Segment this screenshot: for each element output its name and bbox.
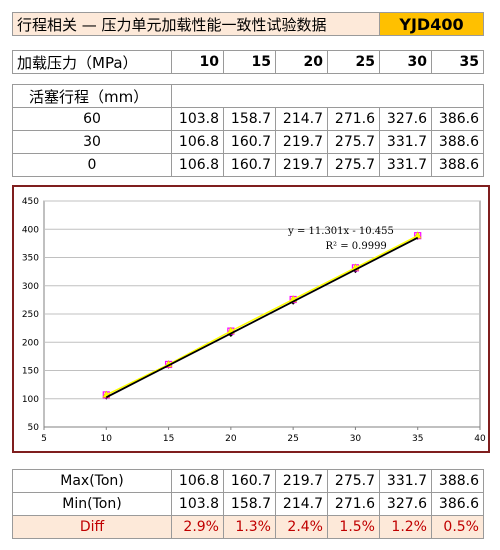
table-cell: 1.3%	[223, 515, 276, 539]
table-cell: 386.6	[431, 107, 484, 131]
table-cell: 106.8	[171, 469, 224, 493]
table-cell: 1.5%	[327, 515, 380, 539]
title-row: 行程相关 — 压力单元加载性能一致性试验数据 YJD400	[12, 12, 484, 36]
pressure-label: 加载压力（MPa）	[12, 50, 172, 74]
stroke-header-row: 活塞行程（mm）	[12, 84, 484, 108]
table-cell: 103.8	[171, 107, 224, 131]
table-cell: 2.9%	[171, 515, 224, 539]
x-tick-label: 20	[225, 434, 237, 444]
table-row: 60 103.8 158.7 214.7 271.6 327.6 386.6	[12, 107, 484, 131]
table-cell: 331.7	[379, 153, 432, 177]
table-cell: 219.7	[275, 469, 328, 493]
table-cell: 1.2%	[379, 515, 432, 539]
table-row: 30 106.8 160.7 219.7 275.7 331.7 388.6	[12, 130, 484, 154]
table-cell: 2.4%	[275, 515, 328, 539]
pressure-value: 25	[327, 50, 380, 74]
table-cell: 160.7	[223, 469, 276, 493]
table-row: Min(Ton) 103.8 158.7 214.7 271.6 327.6 3…	[12, 492, 484, 516]
table-cell: 219.7	[275, 130, 328, 154]
table-cell: 271.6	[327, 107, 380, 131]
y-tick-label: 50	[28, 423, 40, 433]
table-cell: 275.7	[327, 469, 380, 493]
pressure-value: 10	[171, 50, 224, 74]
table-cell: 386.6	[431, 492, 484, 516]
x-tick-label: 30	[350, 434, 362, 444]
table-cell: 275.7	[327, 153, 380, 177]
table-cell: 331.7	[379, 130, 432, 154]
y-tick-label: 150	[22, 367, 39, 377]
table-cell: 275.7	[327, 130, 380, 154]
summary-table: Max(Ton) 106.8 160.7 219.7 275.7 331.7 3…	[12, 469, 484, 539]
stroke-header: 活塞行程（mm）	[12, 84, 172, 108]
table-cell: 214.7	[275, 492, 328, 516]
x-tick-label: 15	[163, 434, 174, 444]
y-tick-label: 400	[22, 225, 39, 235]
table-cell: 214.7	[275, 107, 328, 131]
table-cell: 103.8	[171, 492, 224, 516]
table-cell: 388.6	[431, 469, 484, 493]
x-tick-label: 25	[287, 434, 298, 444]
table-cell: 327.6	[379, 492, 432, 516]
max-label: Max(Ton)	[12, 469, 172, 493]
table-cell: 106.8	[171, 130, 224, 154]
chart-panel: 50 100 150 200 250 300 350 400 450 5 10 15 20 25 30 35 4…	[12, 185, 490, 453]
pressure-value: 30	[379, 50, 432, 74]
stroke-table: 活塞行程（mm） 60 103.8 158.7 214.7 271.6 327.…	[12, 84, 484, 177]
table-cell: 331.7	[379, 469, 432, 493]
pressure-row: 加载压力（MPa） 10 15 20 25 30 35	[12, 50, 484, 74]
trendline-equation: y = 11.301x - 10.455	[287, 226, 394, 237]
table-cell: 158.7	[223, 492, 276, 516]
table-row: Max(Ton) 106.8 160.7 219.7 275.7 331.7 3…	[12, 469, 484, 493]
x-tick-label: 35	[412, 434, 423, 444]
table-cell: 388.6	[431, 153, 484, 177]
x-tick-label: 5	[41, 434, 47, 444]
stroke-label: 0	[12, 153, 172, 177]
stroke-header-spacer	[171, 84, 484, 108]
x-tick-label: 10	[101, 434, 113, 444]
table-row: 0 106.8 160.7 219.7 275.7 331.7 388.6	[12, 153, 484, 177]
table-cell: 106.8	[171, 153, 224, 177]
table-cell: 0.5%	[431, 515, 484, 539]
pressure-value: 35	[431, 50, 484, 74]
min-label: Min(Ton)	[12, 492, 172, 516]
page-title: 行程相关 — 压力单元加载性能一致性试验数据	[12, 12, 380, 36]
pressure-value: 15	[223, 50, 276, 74]
pressure-table: 加载压力（MPa） 10 15 20 25 30 35	[12, 50, 484, 74]
table-cell: 219.7	[275, 153, 328, 177]
model-badge: YJD400	[379, 12, 484, 36]
header-table: 行程相关 — 压力单元加载性能一致性试验数据 YJD400	[12, 12, 484, 36]
table-cell: 271.6	[327, 492, 380, 516]
table-cell: 327.6	[379, 107, 432, 131]
table-cell: 388.6	[431, 130, 484, 154]
scatter-chart: 50 100 150 200 250 300 350 400 450 5 10 15 20 25 30 35 4…	[22, 197, 486, 444]
series-line	[105, 235, 419, 396]
stroke-label: 60	[12, 107, 172, 131]
table-cell: 158.7	[223, 107, 276, 131]
x-tick-label: 40	[474, 434, 486, 444]
diff-label: Diff	[12, 515, 172, 539]
r-squared-label: R² = 0.9999	[326, 241, 387, 252]
stroke-label: 30	[12, 130, 172, 154]
trendline	[105, 236, 419, 399]
table-cell: 160.7	[223, 153, 276, 177]
y-tick-label: 450	[22, 197, 39, 207]
y-tick-label: 300	[22, 282, 39, 292]
table-row: Diff 2.9% 1.3% 2.4% 1.5% 1.2% 0.5%	[12, 515, 484, 539]
pressure-value: 20	[275, 50, 328, 74]
y-tick-label: 200	[22, 338, 39, 348]
y-tick-label: 350	[22, 254, 39, 264]
table-cell: 160.7	[223, 130, 276, 154]
y-tick-label: 100	[22, 395, 39, 405]
y-tick-label: 250	[22, 310, 39, 320]
